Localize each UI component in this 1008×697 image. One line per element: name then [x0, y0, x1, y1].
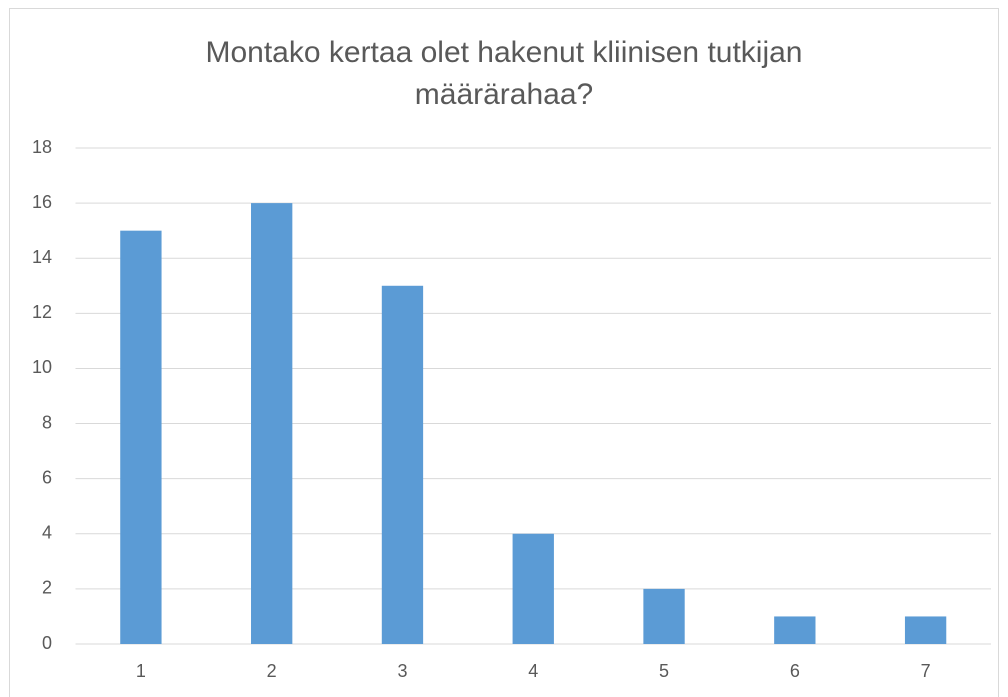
x-tick-label: 1 [136, 661, 146, 681]
bar [251, 203, 293, 644]
y-tick-label: 18 [32, 137, 52, 157]
y-tick-label: 4 [42, 523, 52, 543]
y-tick-label: 14 [32, 247, 52, 267]
bar [643, 588, 685, 644]
bar [120, 230, 162, 644]
x-tick-label: 6 [790, 661, 800, 681]
bar [381, 285, 424, 644]
chart-title: Montako kertaa olet hakenut kliinisen tu… [205, 36, 803, 111]
x-tick-label: 7 [921, 661, 931, 681]
y-tick-label: 10 [32, 357, 52, 377]
y-tick-label: 8 [42, 412, 52, 432]
y-tick-label: 16 [32, 192, 52, 212]
y-tick-label: 6 [42, 467, 52, 487]
chart-border [9, 8, 999, 697]
bar [774, 616, 816, 644]
y-tick-label: 2 [42, 578, 52, 598]
x-tick-label: 4 [528, 661, 538, 681]
bar [512, 533, 554, 644]
x-tick-label: 2 [267, 661, 277, 681]
y-tick-label: 12 [32, 302, 52, 322]
x-tick-label: 3 [397, 661, 407, 681]
bar [904, 616, 947, 644]
x-tick-label: 5 [659, 661, 669, 681]
y-tick-label: 0 [42, 633, 52, 653]
